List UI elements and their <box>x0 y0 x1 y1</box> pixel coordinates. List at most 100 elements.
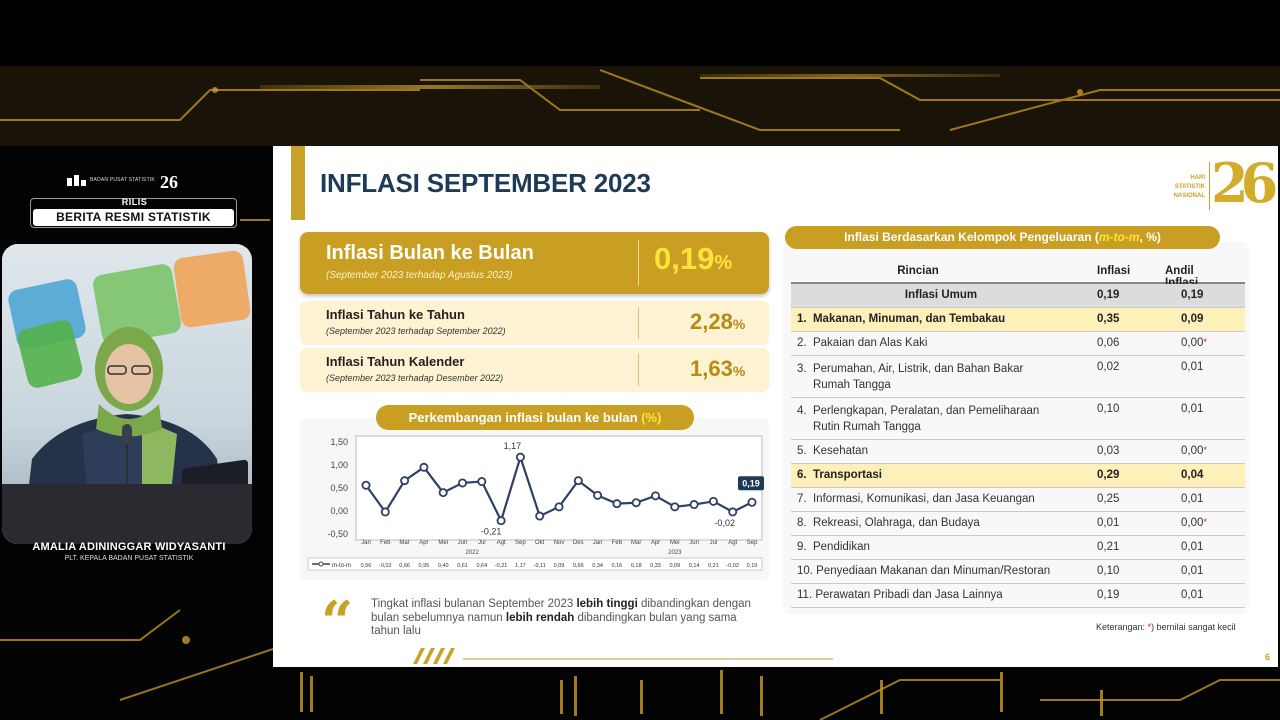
slide-footer-stripes <box>413 648 833 664</box>
card-mtm-title: Inflasi Bulan ke Bulan <box>326 242 534 264</box>
data-point <box>650 491 660 501</box>
header-rincian: Rincian <box>897 265 939 277</box>
y-tick-label: 0,50 <box>330 483 348 493</box>
data-point <box>438 488 448 498</box>
header-inflasi: Inflasi <box>1097 265 1131 277</box>
rilis-title: BERITA RESMI STATISTIK <box>33 209 234 226</box>
row-label-line-1: 5. Kesehatan <box>797 445 868 457</box>
row-label-line-1: 4. Perlengkapan, Peralatan, dan Pemeliha… <box>797 405 1040 417</box>
table-footnote: Keterangan: *) bernilai sangat kecil <box>1096 622 1236 632</box>
row-label: 7. Informasi, Komunikasi, dan Jasa Keuan… <box>797 493 1035 505</box>
rilis-label: RILIS <box>121 197 148 207</box>
presenter-name: AMALIA ADININGGAR WIDYASANTI <box>32 541 226 553</box>
x-year-label: 2022 <box>465 550 479 556</box>
logo-line-3: NASIONAL <box>1173 193 1205 199</box>
x-tick-label: Jun <box>458 540 468 546</box>
row-label-line-1: 11. Perawatan Pribadi dan Jasa Lainnya <box>797 589 1003 601</box>
top-black-band <box>0 0 1280 66</box>
card-divider <box>638 354 639 386</box>
data-point <box>554 502 564 512</box>
data-point <box>457 478 467 488</box>
x-tick-label: Feb <box>380 540 391 546</box>
data-table-cell: 0,21 <box>708 563 719 569</box>
row-andil: 0,01 <box>1181 403 1241 415</box>
logo-number: 26 <box>1211 151 1278 215</box>
card-ytd-subtitle: (September 2023 terhadap Desember 2022) <box>326 373 504 383</box>
y-tick-label: 1,00 <box>330 460 348 470</box>
row-andil: 0,01 <box>1181 589 1241 601</box>
row-andil: 0,01 <box>1181 493 1241 505</box>
chart-title: Perkembangan inflasi bulan ke bulan (%) <box>376 405 694 430</box>
card-ytd-value: 1,63% <box>690 356 745 382</box>
data-table-cell: -0,11 <box>534 563 546 569</box>
data-point <box>400 476 410 486</box>
x-tick-label: Jan <box>361 540 371 546</box>
row-label: 6. Transportasi <box>797 469 882 481</box>
card-ytd-unit: % <box>732 363 746 379</box>
logo-line-2: STATISTIK <box>1174 184 1205 190</box>
row-label-line-2: Rumah Tangga <box>797 379 891 391</box>
row-andil-value: 0,00 <box>1181 337 1204 349</box>
row-andil: 0,04 <box>1181 469 1241 481</box>
row-label-line-1: 1. Makanan, Minuman, dan Tembakau <box>797 313 1006 325</box>
x-tick-label: Apr <box>651 540 660 546</box>
row-label-line-1: 10. Penyediaan Makanan dan Minuman/Resto… <box>797 565 1051 577</box>
row-label: 9. Pendidikan <box>797 541 870 553</box>
table-row: 2. Pakaian dan Alas Kaki 0,06 0,00* <box>791 332 1245 356</box>
row-label: Inflasi Umum <box>904 289 978 301</box>
row-andil: 0,00* <box>1181 517 1241 529</box>
card-inflasi-yoy: Inflasi Tahun ke Tahun (September 2023 t… <box>300 301 769 345</box>
data-label: -0,21 <box>481 527 502 537</box>
row-label: 11. Perawatan Pribadi dan Jasa Lainnya <box>797 589 1003 601</box>
x-tick-label: Mei <box>670 540 680 546</box>
row-inflasi: 0,01 <box>1097 517 1120 529</box>
row-inflasi: 0,29 <box>1097 469 1120 481</box>
kelompok-table-panel: Rincian Inflasi Andil Inflasi Inflasi Um… <box>783 242 1249 614</box>
row-inflasi: 0,02 <box>1097 361 1120 373</box>
table-row: 11. Perawatan Pribadi dan Jasa Lainnya 0,… <box>791 584 1245 608</box>
data-table-cell: 0,19 <box>747 563 758 569</box>
card-yoy-title: Inflasi Tahun ke Tahun <box>326 307 465 322</box>
row-andil-value: 0,01 <box>1181 589 1204 601</box>
quote-text-3: dibandingkan bulan yang sama tahun lalu <box>371 611 737 638</box>
data-point <box>593 490 603 500</box>
row-inflasi: 0,35 <box>1097 313 1120 325</box>
rilis-banner: RILIS BERITA RESMI STATISTIK <box>30 197 237 228</box>
data-point <box>708 496 718 506</box>
table-row: 1. Makanan, Minuman, dan Tembakau 0,35 0,0… <box>791 308 1245 332</box>
chart-title-unit: (%) <box>641 410 662 425</box>
row-label: 8. Rekreasi, Olahraga, dan Budaya <box>797 517 980 529</box>
note-text: ) bernilai sangat kecil <box>1151 622 1236 632</box>
row-andil: 0,01 <box>1181 565 1241 577</box>
card-divider <box>638 307 639 339</box>
quote-icon: “ <box>321 589 354 655</box>
row-label: 3. Perumahan, Air, Listrik, dan Bahan Ba… <box>797 361 1023 393</box>
quote-bold-1: lebih tinggi <box>576 598 638 610</box>
table-row: 7. Informasi, Komunikasi, dan Jasa Keuan… <box>791 488 1245 512</box>
x-tick-label: Des <box>573 540 584 546</box>
row-andil-value: 0,00 <box>1181 445 1204 457</box>
table-title-end: , %) <box>1139 230 1161 244</box>
card-yoy-unit: % <box>732 316 746 332</box>
data-point <box>612 499 622 509</box>
quote-bold-2: lebih rendah <box>505 611 575 624</box>
data-label: 0,19 <box>742 478 760 488</box>
data-table-cell: 0,66 <box>573 563 584 569</box>
card-mtm-value: 0,19% <box>654 241 732 277</box>
x-tick-label: Mar <box>631 540 641 546</box>
card-inflasi-mtm: Inflasi Bulan ke Bulan (September 2023 t… <box>300 232 769 294</box>
row-label-line-1: 9. Pendidikan <box>797 541 870 553</box>
data-label: -0,02 <box>714 518 735 528</box>
x-tick-label: Feb <box>612 540 623 546</box>
row-label: 5. Kesehatan <box>797 445 868 457</box>
data-point <box>728 507 738 517</box>
plot-area <box>355 435 763 541</box>
legend-marker <box>318 561 324 567</box>
table-row-inflasi-umum: Inflasi Umum 0,19 0,19 <box>791 284 1245 308</box>
chart-title-text: Perkembangan inflasi bulan ke bulan <box>408 410 638 425</box>
data-point <box>496 516 506 526</box>
row-andil: 0,00* <box>1181 445 1241 457</box>
row-andil-value: 0,01 <box>1181 493 1204 505</box>
data-table-cell: 0,64 <box>476 563 487 569</box>
